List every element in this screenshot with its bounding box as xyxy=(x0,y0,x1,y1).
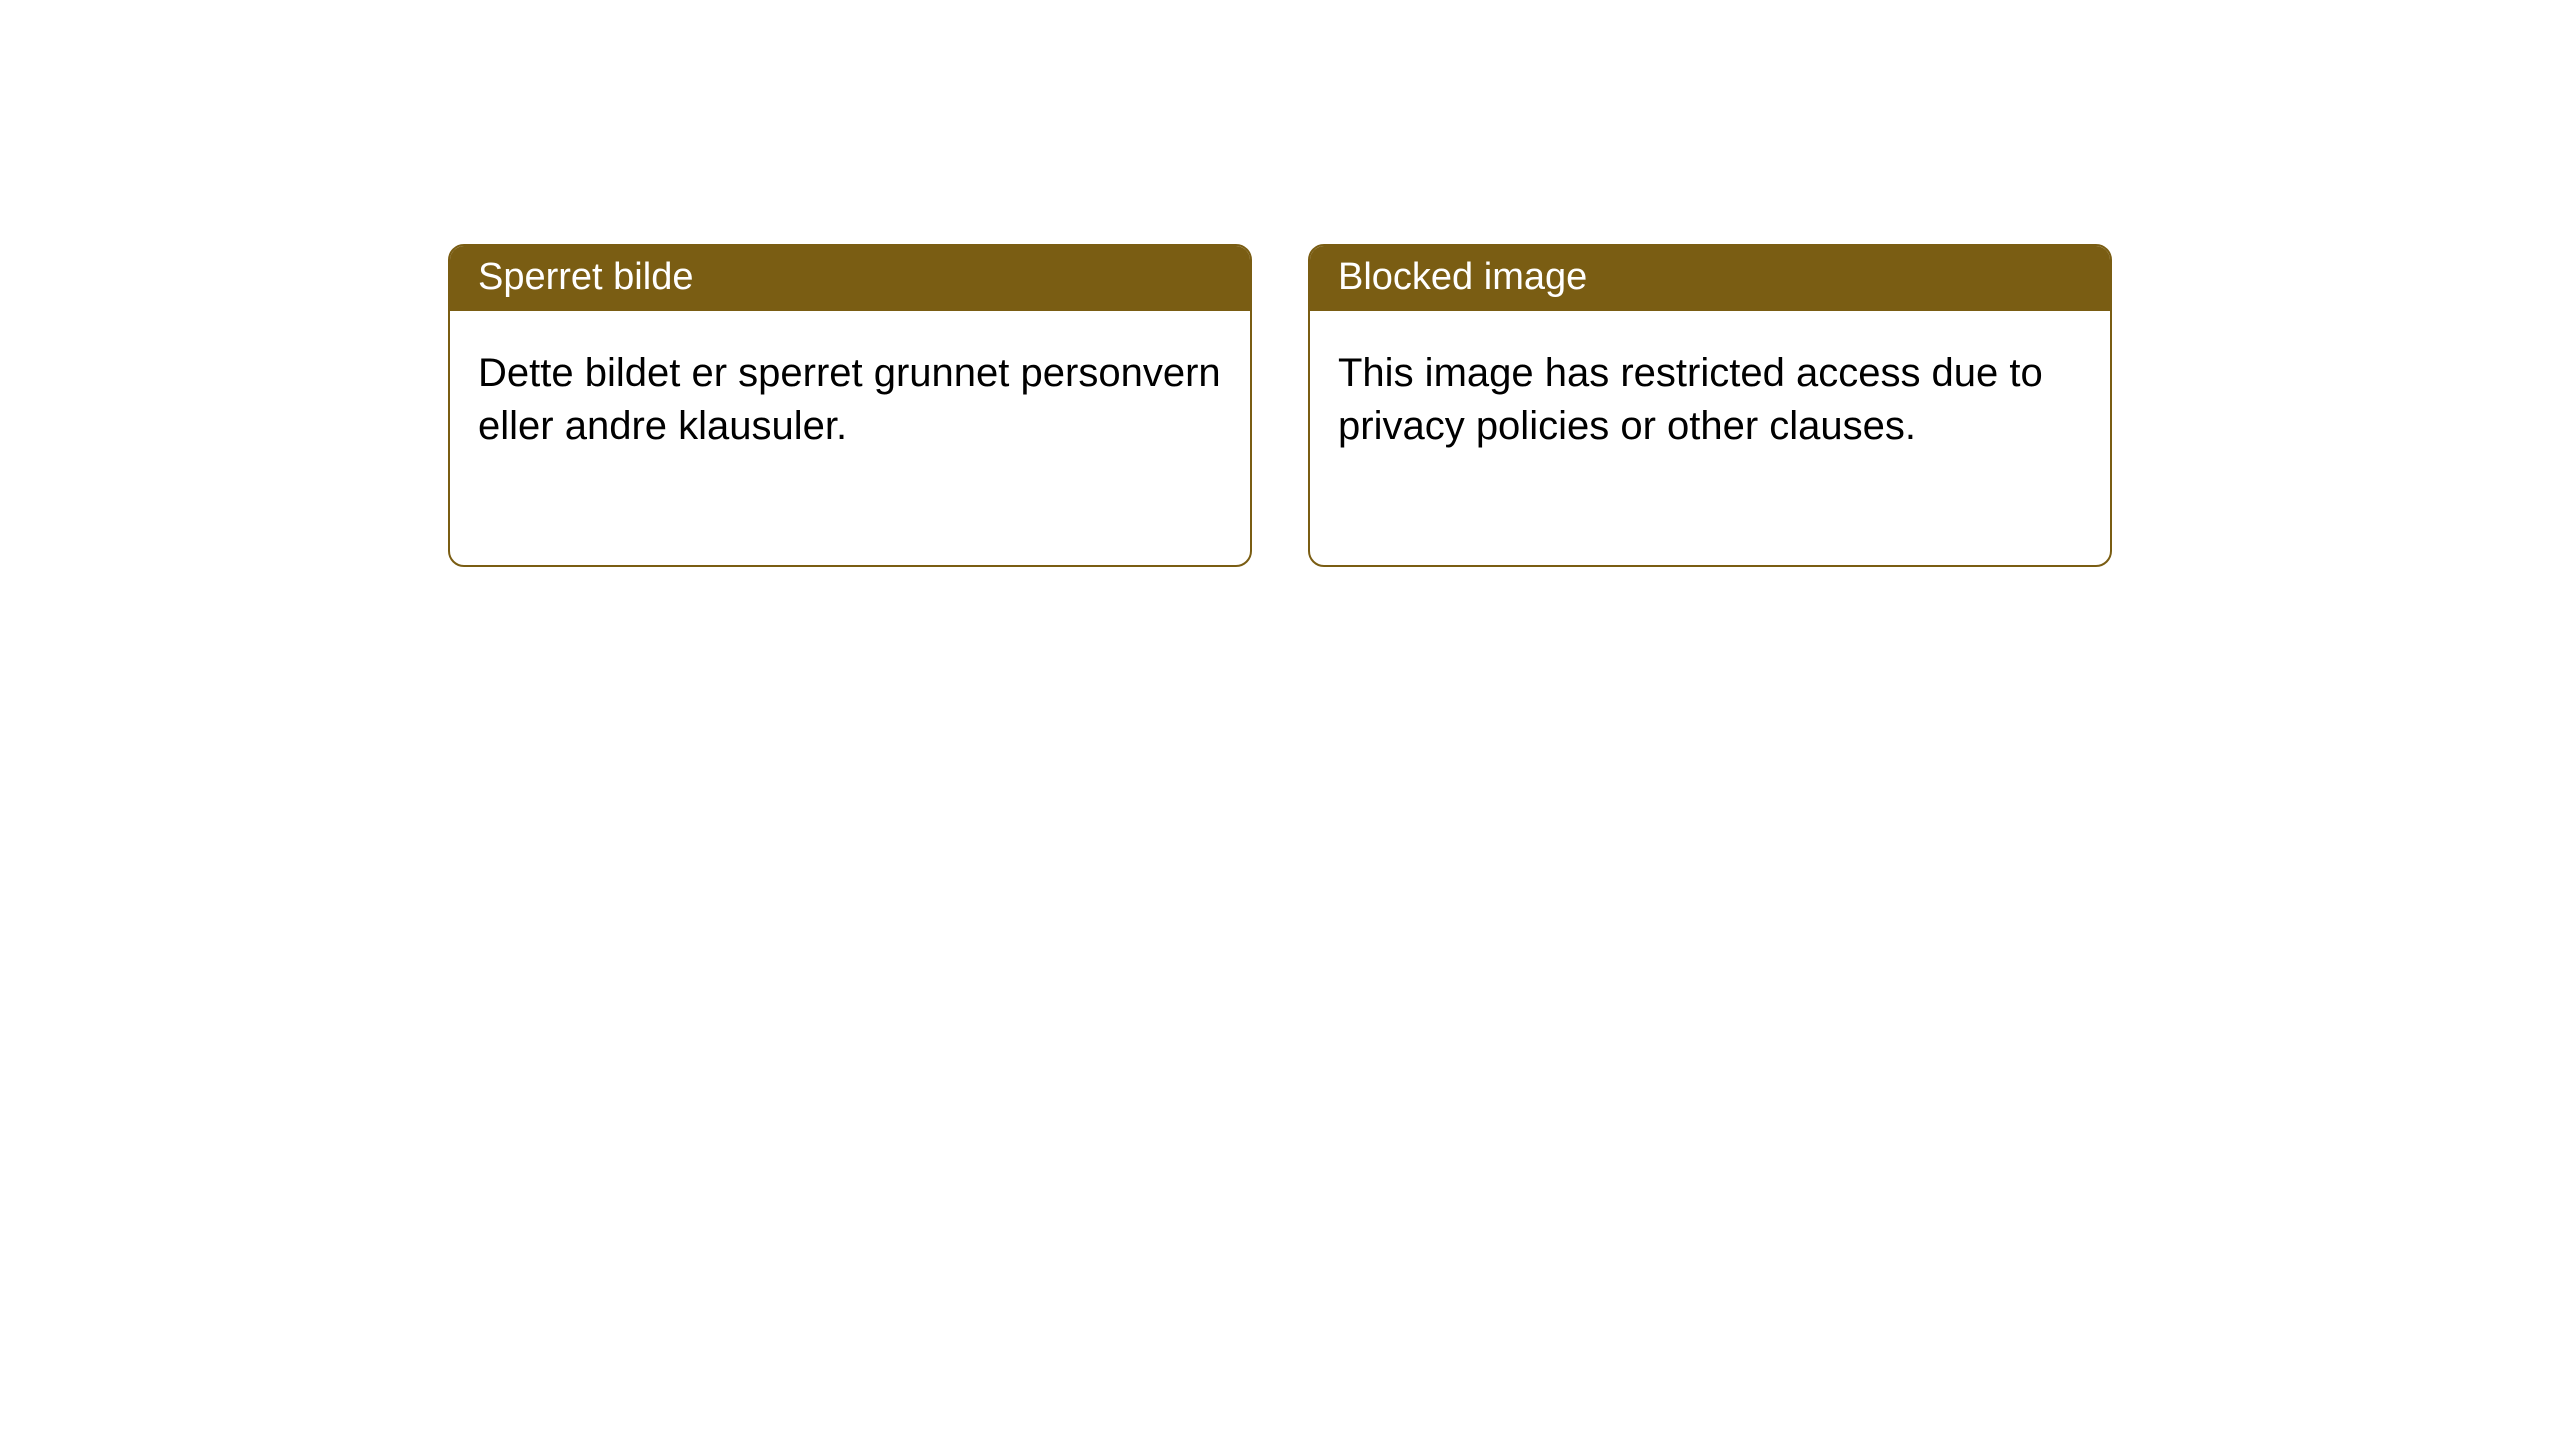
notice-card-norwegian: Sperret bilde Dette bildet er sperret gr… xyxy=(448,244,1252,567)
notice-card-english: Blocked image This image has restricted … xyxy=(1308,244,2112,567)
notice-container: Sperret bilde Dette bildet er sperret gr… xyxy=(448,244,2112,567)
notice-header-norwegian: Sperret bilde xyxy=(450,246,1250,311)
notice-body-english: This image has restricted access due to … xyxy=(1310,311,2110,565)
notice-body-norwegian: Dette bildet er sperret grunnet personve… xyxy=(450,311,1250,565)
notice-header-english: Blocked image xyxy=(1310,246,2110,311)
